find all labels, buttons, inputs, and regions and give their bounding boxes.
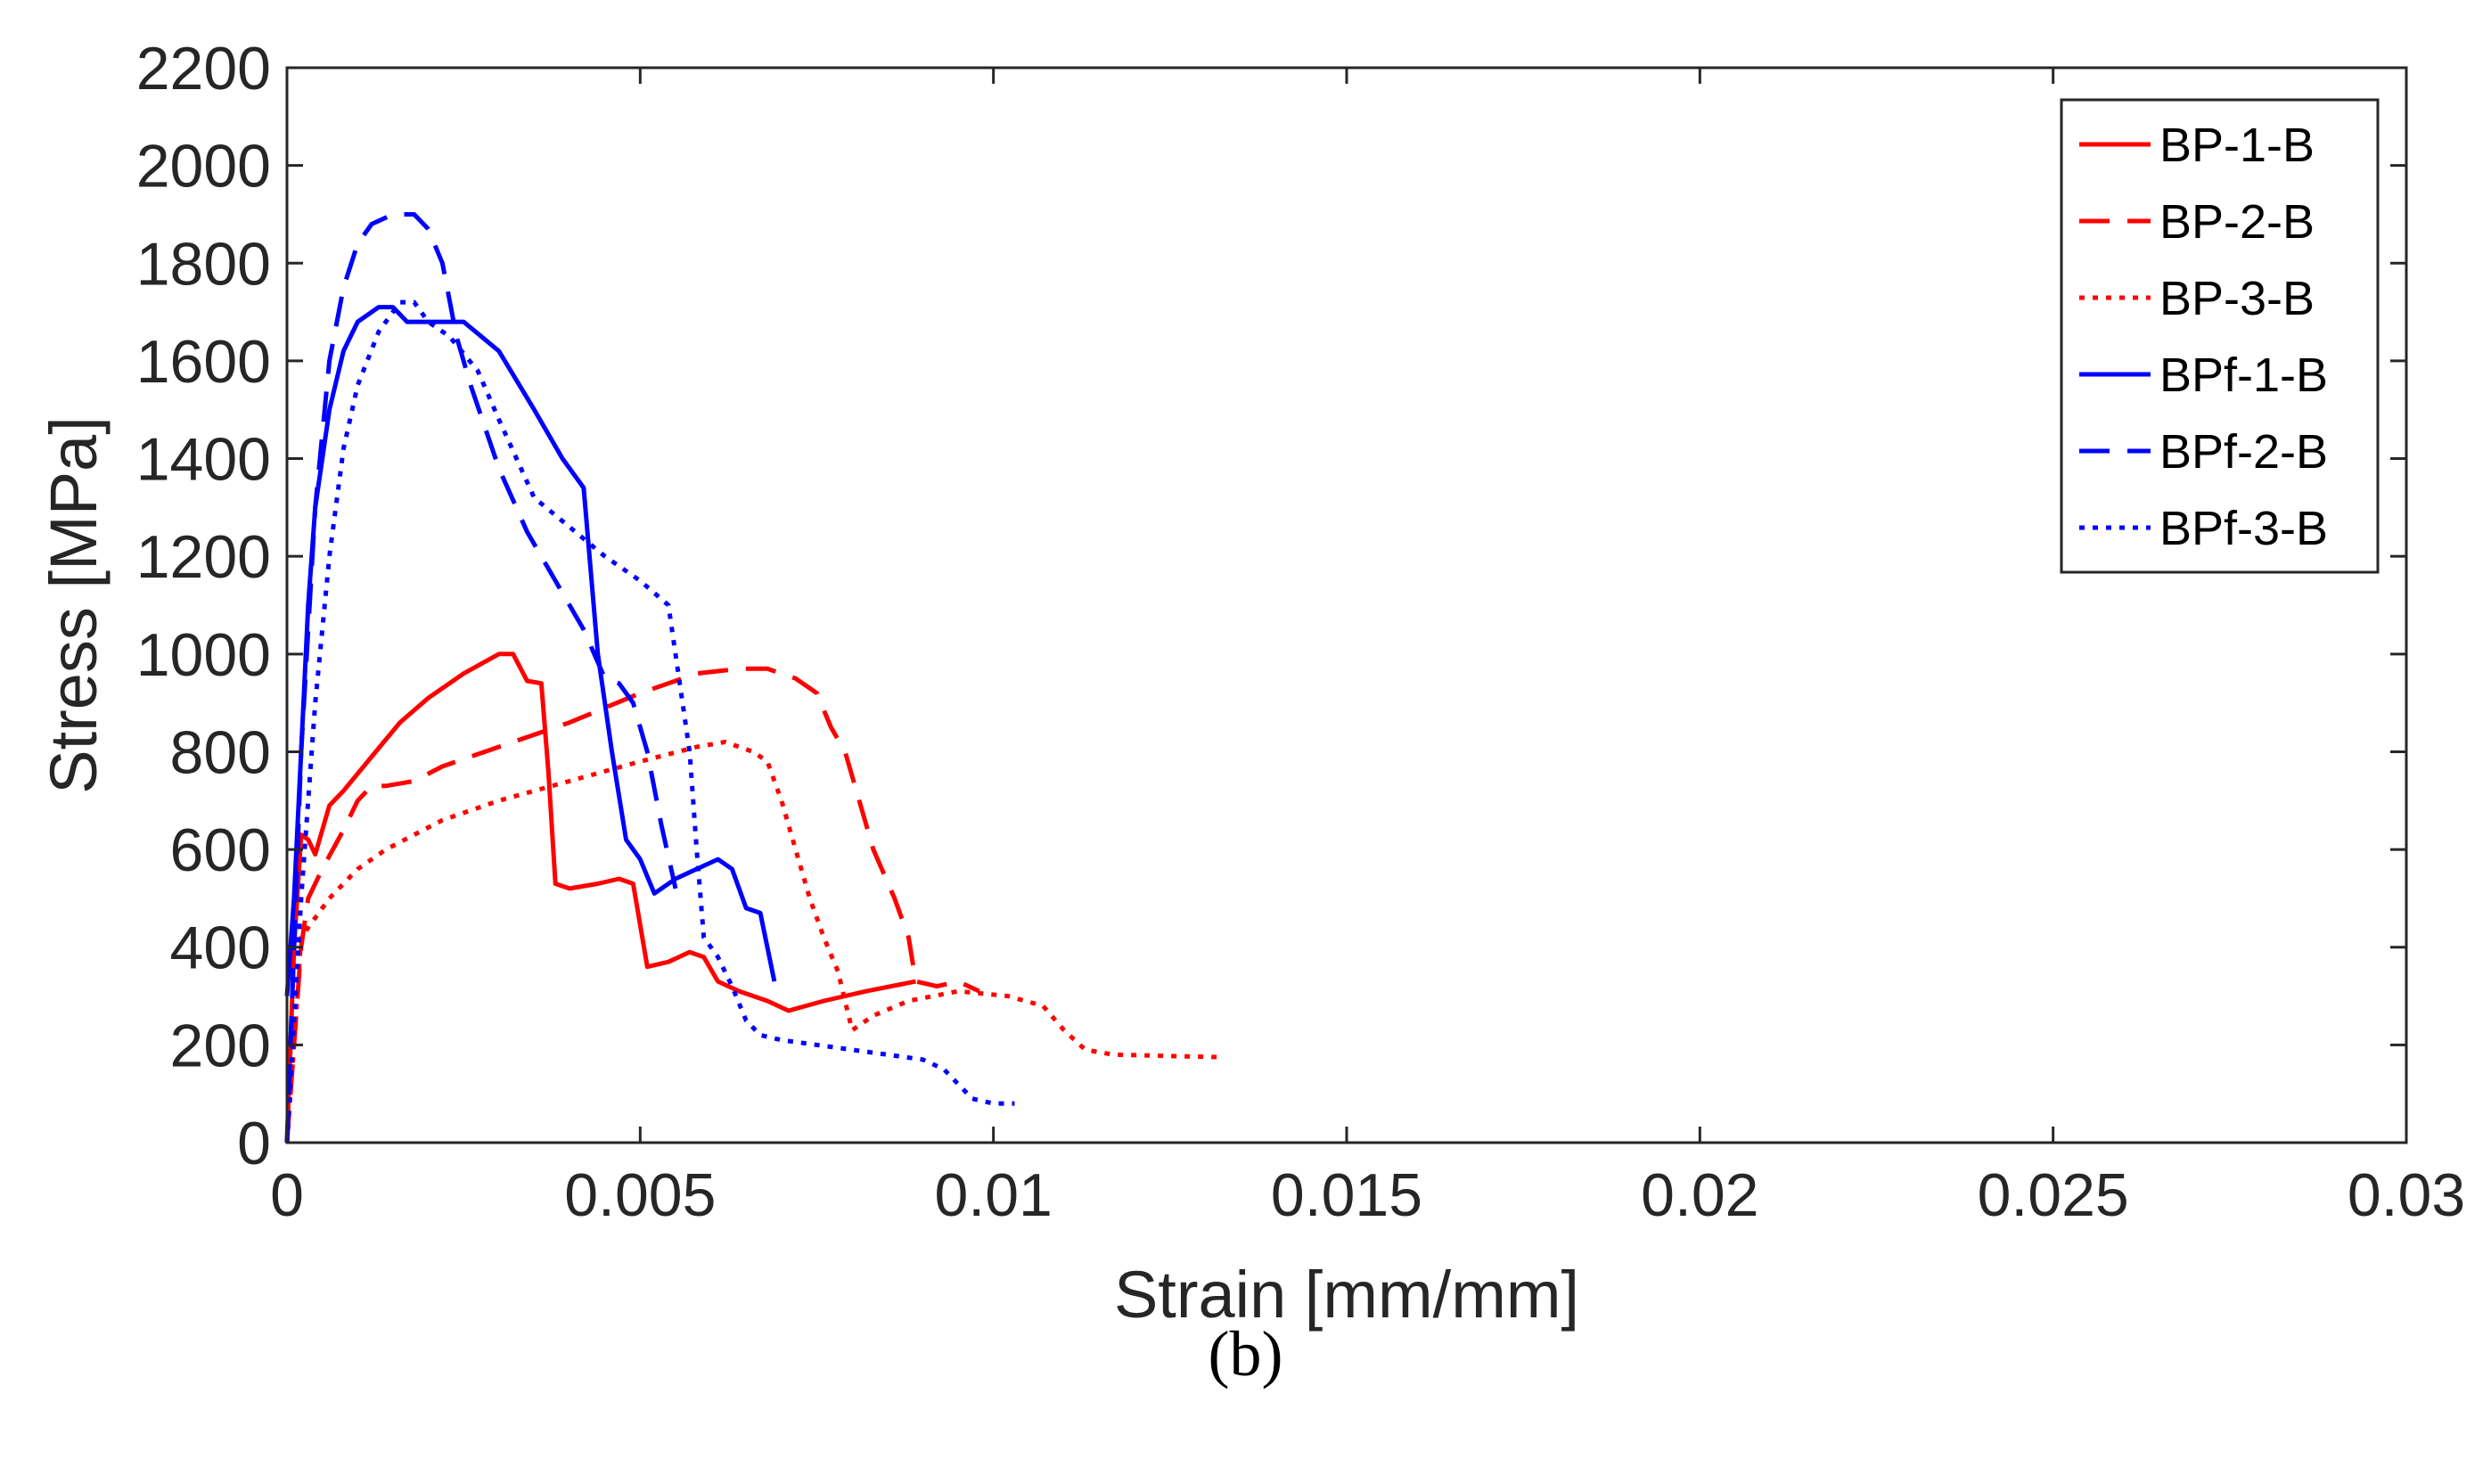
figure-caption: (b) — [1208, 1318, 1283, 1390]
legend-label: BPf-2-B — [2159, 425, 2328, 479]
series-bpf-2-b-line — [284, 212, 678, 1144]
series-bpf-1-b-line — [284, 305, 777, 996]
series-bp-2-b-line — [284, 666, 980, 1144]
series-bp-1-b-line — [284, 652, 916, 1144]
legend-label: BP-1-B — [2159, 119, 2315, 172]
y-tick-label: 400 — [170, 914, 271, 982]
series-bpf-3-b-line — [284, 299, 1015, 1144]
y-tick-label: 600 — [170, 816, 271, 884]
y-tick-label: 1400 — [136, 426, 271, 494]
series-bp-3-b-line — [284, 740, 1220, 1144]
y-tick-label: 1600 — [136, 328, 271, 396]
y-tick-label: 200 — [170, 1012, 271, 1079]
y-axis: 0 200 400 600 800 1000 1200 1400 1600 1800 2000 220… — [136, 35, 2406, 1177]
plot-series — [284, 212, 1220, 1144]
y-tick-label: 1800 — [136, 230, 271, 298]
x-tick-label: 0.015 — [1271, 1161, 1422, 1229]
legend-box — [2060, 98, 2380, 574]
x-tick-label: 0.01 — [934, 1161, 1052, 1229]
x-axis-label: Strain [mm/mm] — [1114, 1258, 1579, 1332]
legend-label: BPf-1-B — [2159, 348, 2328, 402]
x-tick-label: 0.005 — [564, 1161, 716, 1229]
x-tick-label: 0.03 — [2348, 1161, 2465, 1229]
y-tick-label: 0 — [237, 1110, 271, 1177]
legend-label: BPf-3-B — [2159, 502, 2328, 555]
y-tick-label: 2200 — [136, 35, 271, 102]
legend-label: BP-2-B — [2159, 195, 2315, 249]
x-tick-label: 0.02 — [1641, 1161, 1758, 1229]
y-tick-label: 1200 — [136, 523, 271, 591]
x-axis: 0 0.005 0.01 0.015 0.02 0.025 0.03 — [270, 68, 2465, 1229]
y-tick-label: 2000 — [136, 133, 271, 201]
y-tick-label: 800 — [170, 718, 271, 786]
x-tick-label: 0 — [270, 1161, 304, 1229]
legend-label: BP-3-B — [2159, 272, 2315, 325]
legend: BP-1-B BP-2-B BP-3-B BPf-1-B BPf-2-B BPf-3-B — [2060, 98, 2380, 574]
y-axis-label: Stress [MPa] — [37, 416, 111, 794]
x-tick-label: 0.025 — [1978, 1161, 2129, 1229]
y-tick-label: 1000 — [136, 621, 271, 689]
